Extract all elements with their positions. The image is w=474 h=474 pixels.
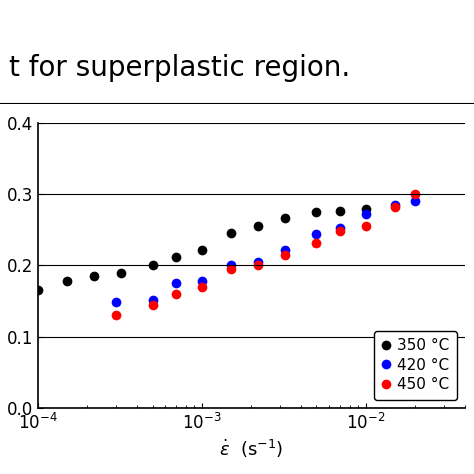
Line: 450 °C: 450 °C <box>111 190 420 320</box>
450 °C <box>337 228 343 234</box>
350 °C <box>314 210 319 215</box>
450 °C <box>314 240 319 246</box>
450 °C <box>228 266 234 272</box>
350 °C <box>363 206 369 211</box>
420 °C <box>150 297 155 302</box>
420 °C <box>392 202 398 208</box>
Legend: 350 °C, 420 °C, 450 °C: 350 °C, 420 °C, 450 °C <box>374 330 457 400</box>
X-axis label: $\dot{\varepsilon}$  (s$^{-1}$): $\dot{\varepsilon}$ (s$^{-1}$) <box>219 438 283 460</box>
Text: t for superplastic region.: t for superplastic region. <box>9 54 351 82</box>
450 °C <box>199 284 205 290</box>
450 °C <box>282 252 288 258</box>
Line: 350 °C: 350 °C <box>33 204 371 295</box>
Line: 420 °C: 420 °C <box>111 197 420 307</box>
450 °C <box>255 263 261 268</box>
350 °C <box>255 224 261 229</box>
420 °C <box>337 225 343 231</box>
450 °C <box>392 204 398 210</box>
350 °C <box>150 262 155 267</box>
450 °C <box>150 302 155 308</box>
420 °C <box>173 281 179 286</box>
450 °C <box>412 191 418 197</box>
350 °C <box>228 231 234 237</box>
350 °C <box>173 254 179 260</box>
350 °C <box>64 278 70 284</box>
350 °C <box>282 215 288 221</box>
450 °C <box>363 224 369 229</box>
450 °C <box>173 291 179 297</box>
350 °C <box>91 273 97 279</box>
420 °C <box>113 300 119 305</box>
350 °C <box>337 208 343 213</box>
420 °C <box>412 199 418 204</box>
350 °C <box>118 270 124 275</box>
420 °C <box>314 231 319 237</box>
420 °C <box>228 263 234 268</box>
420 °C <box>363 211 369 217</box>
350 °C <box>35 287 41 293</box>
350 °C <box>199 247 205 253</box>
420 °C <box>199 278 205 284</box>
450 °C <box>113 312 119 318</box>
420 °C <box>255 259 261 264</box>
420 °C <box>282 247 288 253</box>
